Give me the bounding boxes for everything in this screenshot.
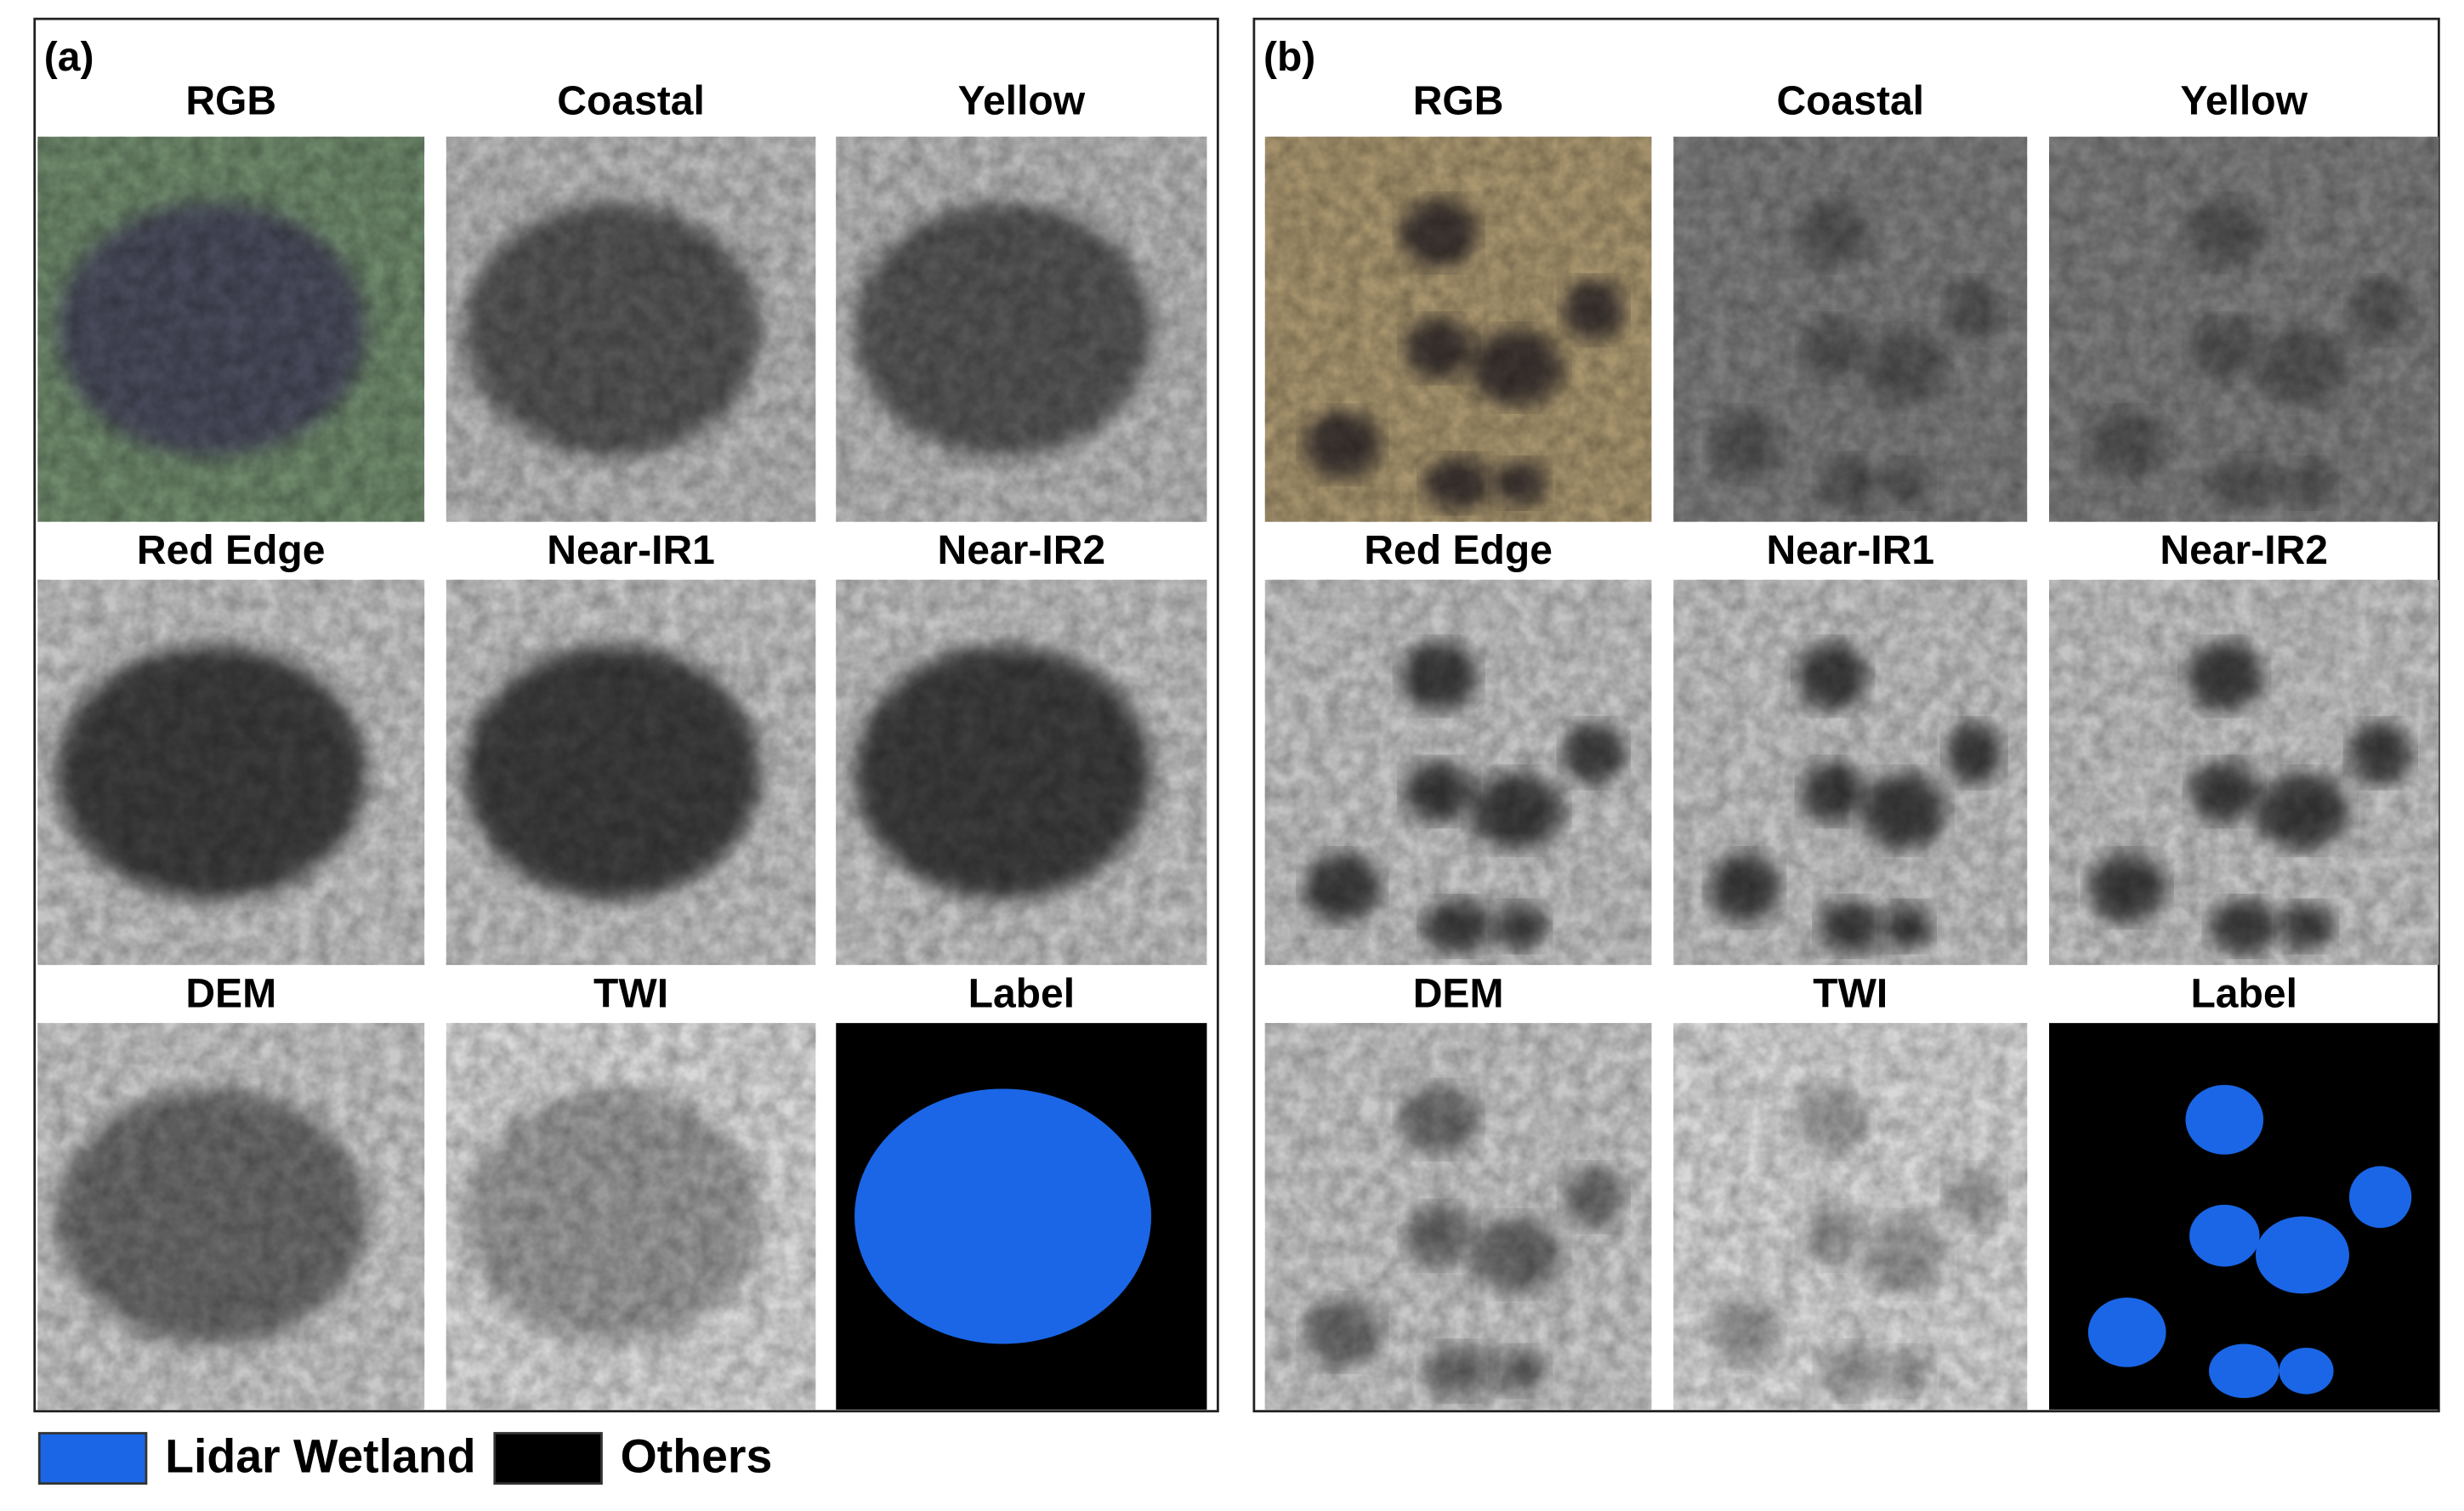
tile-texture	[2049, 579, 2439, 965]
tile-feature	[2185, 1084, 2264, 1155]
tile-title: RGB	[185, 79, 276, 124]
tile-texture	[1264, 579, 1652, 965]
legend-label: Lidar Wetland	[165, 1430, 476, 1483]
image-tile	[836, 136, 1207, 522]
image-tile	[1673, 1023, 2028, 1410]
image-tile	[1673, 579, 2028, 965]
image-tile	[1264, 136, 1652, 522]
tile-title: DEM	[1413, 971, 1504, 1016]
image-tile	[37, 579, 425, 965]
image-tile	[37, 1023, 425, 1410]
tile-texture	[836, 136, 1207, 522]
image-tile	[446, 136, 816, 522]
legend-swatch	[493, 1432, 603, 1485]
panel-label: (b)	[1263, 35, 1315, 80]
tile-texture	[2049, 136, 2439, 522]
tile-texture	[1673, 1023, 2028, 1410]
tile-feature	[854, 1088, 1152, 1344]
image-tile	[446, 1023, 816, 1410]
tile-title: TWI	[1813, 971, 1888, 1016]
image-tile	[446, 579, 816, 965]
panel-label: (a)	[44, 35, 94, 80]
tile-texture	[836, 579, 1207, 965]
tile-title: Red Edge	[137, 528, 326, 573]
tile-title: Yellow	[958, 79, 1086, 124]
tile-texture	[37, 136, 425, 522]
image-tile	[836, 1023, 1207, 1410]
tile-title: Coastal	[557, 79, 705, 124]
tile-feature	[2208, 1343, 2279, 1399]
tile-title: Coastal	[1776, 79, 1924, 124]
tile-texture	[1673, 136, 2028, 522]
tile-title: RGB	[1413, 79, 1504, 124]
image-tile	[1673, 136, 2028, 522]
tile-texture	[446, 136, 816, 522]
tile-feature	[2189, 1204, 2260, 1267]
tile-title: TWI	[593, 971, 668, 1016]
tile-title: Yellow	[2180, 79, 2308, 124]
tile-feature	[2087, 1297, 2166, 1367]
panel-frame	[33, 17, 1219, 1413]
image-tile	[1264, 579, 1652, 965]
tile-texture	[1264, 1023, 1652, 1410]
image-tile	[2049, 136, 2439, 522]
tile-texture	[446, 1023, 816, 1410]
image-tile	[836, 579, 1207, 965]
tile-title: Red Edge	[1364, 528, 1553, 573]
legend-label: Others	[621, 1430, 773, 1483]
tile-texture	[446, 579, 816, 965]
tile-texture	[1673, 579, 2028, 965]
tile-title: Near-IR1	[1766, 528, 1934, 573]
image-tile	[37, 136, 425, 522]
tile-title: DEM	[185, 971, 276, 1016]
legend-swatch	[37, 1432, 148, 1485]
tile-feature	[2279, 1348, 2334, 1395]
tile-texture	[37, 1023, 425, 1410]
tile-feature	[2255, 1216, 2349, 1294]
tile-title: Near-IR1	[547, 528, 715, 573]
tile-texture	[1264, 136, 1652, 522]
tile-title: Label	[968, 971, 1076, 1016]
tile-title: Near-IR2	[938, 528, 1106, 573]
tile-texture	[37, 579, 425, 965]
tile-feature	[2348, 1166, 2412, 1229]
image-tile	[2049, 579, 2439, 965]
image-tile	[2049, 1023, 2439, 1410]
image-tile	[1264, 1023, 1652, 1410]
tile-title: Near-IR2	[2160, 528, 2328, 573]
tile-title: Label	[2190, 971, 2297, 1016]
